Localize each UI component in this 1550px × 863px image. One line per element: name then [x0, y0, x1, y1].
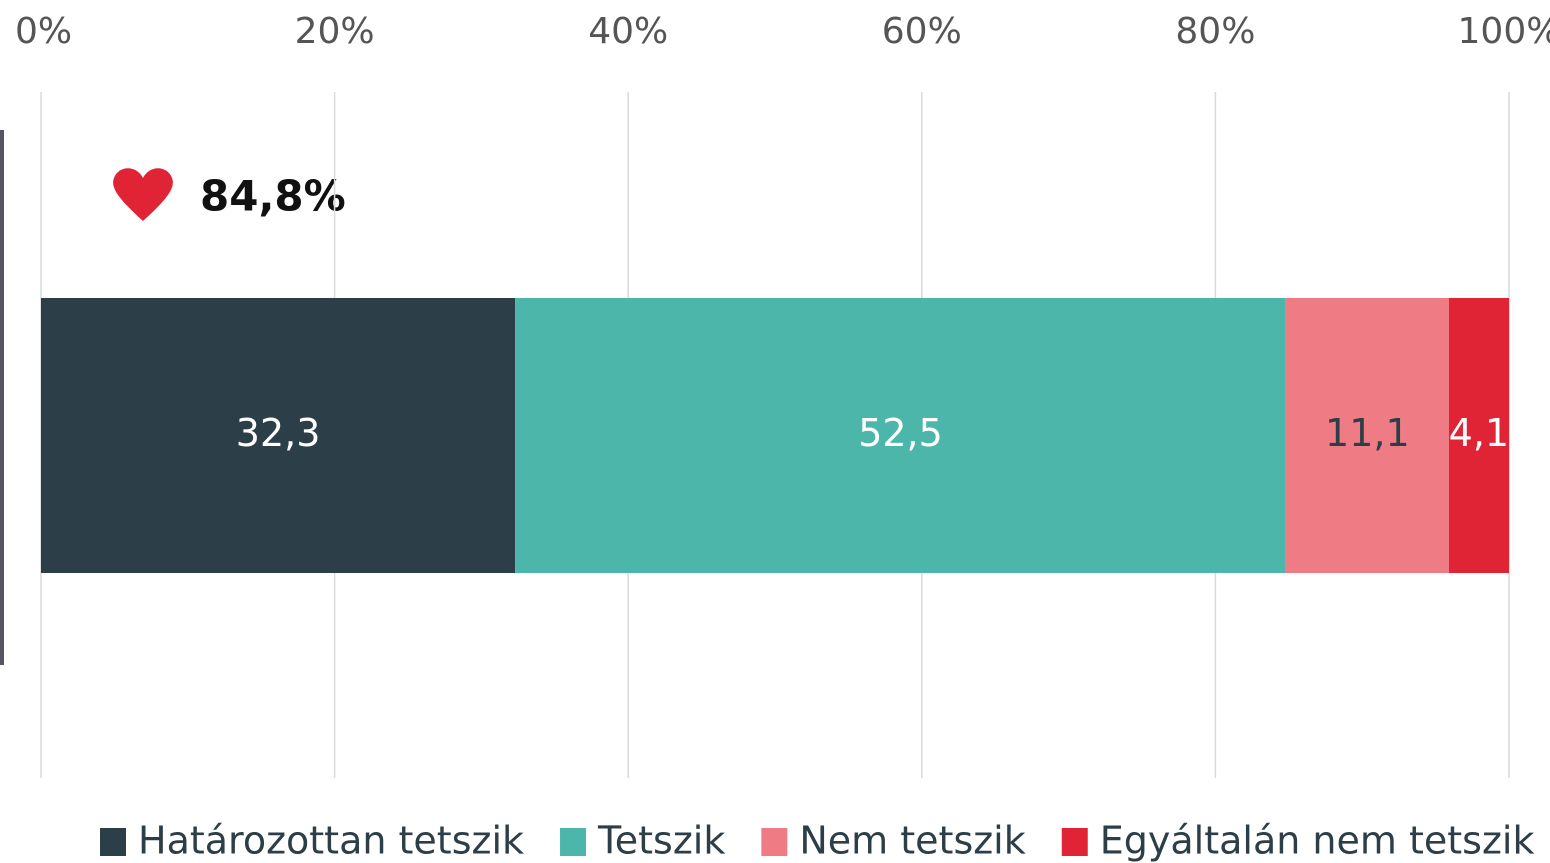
- value-label: 32,3: [236, 411, 321, 455]
- legend-swatch: [100, 828, 126, 856]
- x-tick-label: 40%: [588, 11, 668, 52]
- legend-label: Tetszik: [597, 819, 725, 863]
- legend-label: Nem tetszik: [799, 819, 1025, 863]
- annotation: 84,8%: [200, 172, 346, 221]
- x-tick-label: 20%: [295, 11, 375, 52]
- image-edge: [0, 130, 4, 665]
- legend-swatch: [560, 828, 586, 856]
- x-tick-label: 60%: [882, 11, 962, 52]
- x-tick-label: 0%: [15, 11, 72, 52]
- heart-icon: [113, 168, 173, 221]
- legend-label: Egyáltalán nem tetszik: [1100, 819, 1535, 863]
- value-label: 52,5: [858, 411, 943, 455]
- x-tick-label: 100%: [1458, 11, 1550, 52]
- chart: 84,8% 0% 20% 40% 60% 80% 100% 32,3 52,5 11,1 4,1 H…: [0, 0, 1550, 863]
- legend-swatch: [1062, 828, 1088, 856]
- value-label: 11,1: [1325, 411, 1410, 455]
- x-tick-label: 80%: [1175, 11, 1255, 52]
- value-label: 4,1: [1449, 411, 1509, 455]
- legend-label: Határozottan tetszik: [138, 819, 524, 863]
- legend-swatch: [761, 828, 787, 856]
